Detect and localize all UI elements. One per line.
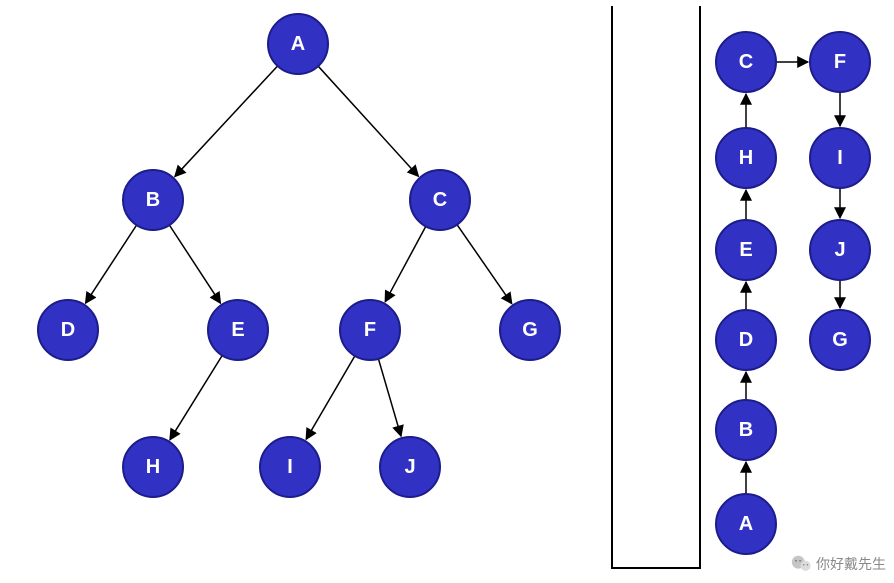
svg-text:B: B	[146, 189, 160, 211]
seq-node-B: B	[716, 400, 776, 460]
tree-diagram: A B C D E F G H I J	[38, 14, 560, 497]
seq-node-G: G	[810, 310, 870, 370]
svg-text:D: D	[739, 329, 753, 351]
svg-text:A: A	[739, 513, 753, 535]
svg-text:H: H	[146, 456, 160, 478]
edge	[457, 225, 512, 304]
watermark: 你好戴先生	[790, 553, 886, 575]
svg-text:C: C	[739, 51, 753, 73]
seq-node-E: E	[716, 220, 776, 280]
edge	[169, 225, 220, 303]
edge	[318, 66, 418, 176]
svg-text:I: I	[837, 147, 843, 169]
tree-node-I: I	[260, 437, 320, 497]
svg-text:G: G	[522, 319, 538, 341]
tree-node-F: F	[340, 300, 400, 360]
edge	[175, 66, 278, 177]
tree-node-H: H	[123, 437, 183, 497]
svg-text:J: J	[404, 456, 415, 478]
svg-text:A: A	[291, 33, 305, 55]
edge	[170, 355, 222, 439]
tree-node-E: E	[208, 300, 268, 360]
edge	[385, 226, 426, 301]
svg-text:B: B	[739, 419, 753, 441]
tree-node-B: B	[123, 170, 183, 230]
sequence-diagram: A B D E H C F I J G	[716, 32, 870, 554]
separator-bracket	[612, 6, 700, 568]
tree-node-A: A	[268, 14, 328, 74]
svg-text:D: D	[61, 319, 75, 341]
tree-node-D: D	[38, 300, 98, 360]
tree-node-G: G	[500, 300, 560, 360]
tree-node-J: J	[380, 437, 440, 497]
svg-text:G: G	[832, 329, 848, 351]
seq-node-A: A	[716, 494, 776, 554]
seq-node-C: C	[716, 32, 776, 92]
edge	[306, 356, 355, 439]
edge	[86, 225, 137, 303]
seq-node-F: F	[810, 32, 870, 92]
seq-node-J: J	[810, 220, 870, 280]
svg-text:E: E	[231, 319, 244, 341]
seq-node-I: I	[810, 128, 870, 188]
seq-node-H: H	[716, 128, 776, 188]
svg-text:C: C	[433, 189, 447, 211]
svg-text:J: J	[834, 239, 845, 261]
tree-node-C: C	[410, 170, 470, 230]
svg-text:F: F	[364, 319, 376, 341]
svg-text:H: H	[739, 147, 753, 169]
svg-text:F: F	[834, 51, 846, 73]
svg-text:E: E	[739, 239, 752, 261]
diagram-canvas: A B C D E F G H I J A B D E H C F I J G	[0, 0, 894, 583]
svg-text:I: I	[287, 456, 293, 478]
wechat-icon	[790, 553, 812, 575]
seq-node-D: D	[716, 310, 776, 370]
edge	[378, 359, 401, 436]
watermark-text: 你好戴先生	[816, 554, 886, 574]
